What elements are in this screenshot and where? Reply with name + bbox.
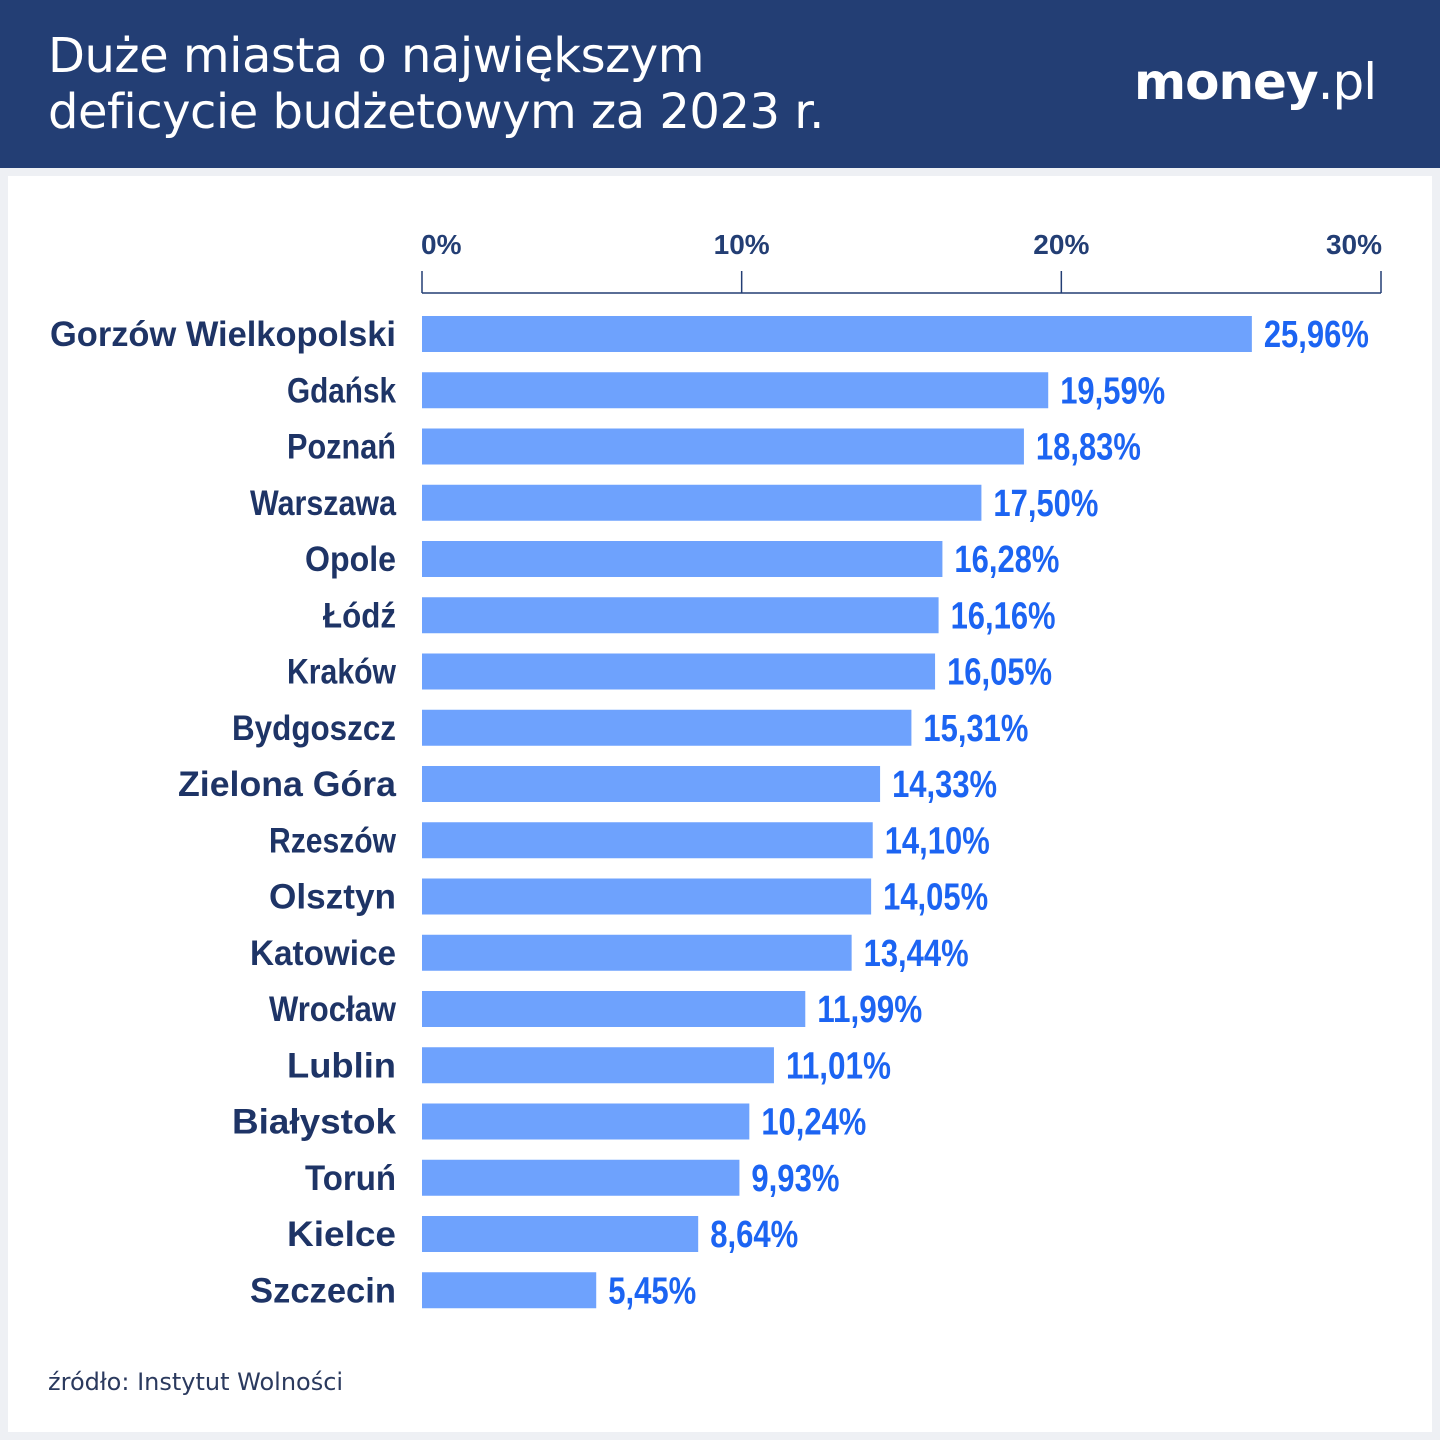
value-label: 18,83% <box>1036 427 1141 469</box>
category-label: Kraków <box>287 653 397 692</box>
bar <box>422 1047 774 1084</box>
bar <box>422 484 982 521</box>
value-label: 11,99% <box>817 989 922 1031</box>
value-label: 13,44% <box>864 933 969 975</box>
value-label: 14,33% <box>892 764 997 806</box>
bar <box>422 709 912 746</box>
category-label: Toruń <box>305 1159 396 1198</box>
value-label: 5,45% <box>608 1270 696 1312</box>
bar <box>422 428 1024 465</box>
category-label: Bydgoszcz <box>232 709 396 748</box>
category-label: Warszawa <box>250 484 396 523</box>
x-tick-label: 20% <box>1033 229 1089 260</box>
category-label: Kielce <box>287 1215 396 1254</box>
category-label: Opole <box>305 540 396 579</box>
value-label: 14,05% <box>883 877 988 919</box>
chart-title: Duże miasta o największym deficycie budż… <box>48 28 824 140</box>
bar <box>422 1159 740 1196</box>
bar <box>422 597 939 634</box>
category-label: Poznań <box>287 428 396 467</box>
value-label: 10,24% <box>761 1102 866 1144</box>
category-label: Lublin <box>287 1046 396 1085</box>
bar <box>422 1272 597 1309</box>
bar <box>422 822 873 859</box>
chart-title-line-1: Duże miasta o największym <box>48 28 704 84</box>
source-note: źródło: Instytut Wolności <box>48 1368 344 1396</box>
bar <box>422 991 806 1027</box>
x-tick-label: 0% <box>421 229 462 260</box>
bar <box>422 878 872 915</box>
category-label: Szczecin <box>250 1271 396 1310</box>
category-label: Zielona Góra <box>178 765 397 804</box>
bar <box>422 934 852 971</box>
header-banner: Duże miasta o największym deficycie budż… <box>0 0 1440 168</box>
value-label: 17,50% <box>993 483 1098 525</box>
value-label: 9,93% <box>751 1158 839 1200</box>
x-tick-label: 10% <box>714 229 770 260</box>
logo-brand: money <box>1134 53 1319 111</box>
chart-panel: 0% 10% 20% 30% Gorzów Wielkopolski 25,96% Gdań… <box>8 176 1432 1432</box>
bar <box>422 541 943 577</box>
value-label: 16,28% <box>954 539 1059 581</box>
category-label: Gorzów Wielkopolski <box>50 315 396 354</box>
value-label: 16,05% <box>947 652 1052 694</box>
bar <box>422 766 881 802</box>
category-label: Łódź <box>323 596 396 635</box>
x-tick-label: 30% <box>1326 229 1382 260</box>
value-label: 14,10% <box>885 820 990 862</box>
category-label: Rzeszów <box>269 821 397 860</box>
category-label: Gdańsk <box>287 371 396 410</box>
logo-tld: .pl <box>1317 53 1378 111</box>
bar <box>422 1103 750 1140</box>
value-label: 11,01% <box>786 1045 891 1087</box>
bar <box>422 372 1049 409</box>
category-label: Białystok <box>232 1103 397 1142</box>
category-label: Katowice <box>250 934 396 973</box>
value-label: 8,64% <box>710 1214 798 1256</box>
bar <box>422 1216 699 1252</box>
value-label: 16,16% <box>951 595 1056 637</box>
money-pl-logo: money.pl <box>1134 52 1378 112</box>
bar-chart: 0% 10% 20% 30% Gorzów Wielkopolski 25,96% Gdań… <box>50 229 1382 1312</box>
value-label: 25,96% <box>1264 314 1369 356</box>
category-label: Olsztyn <box>269 878 396 917</box>
bar <box>422 316 1252 352</box>
chart-title-line-2: deficycie budżetowym za 2023 r. <box>48 84 824 140</box>
value-label: 19,59% <box>1060 370 1165 412</box>
value-label: 15,31% <box>923 708 1028 750</box>
bar <box>422 653 936 690</box>
category-label: Wrocław <box>269 990 397 1029</box>
